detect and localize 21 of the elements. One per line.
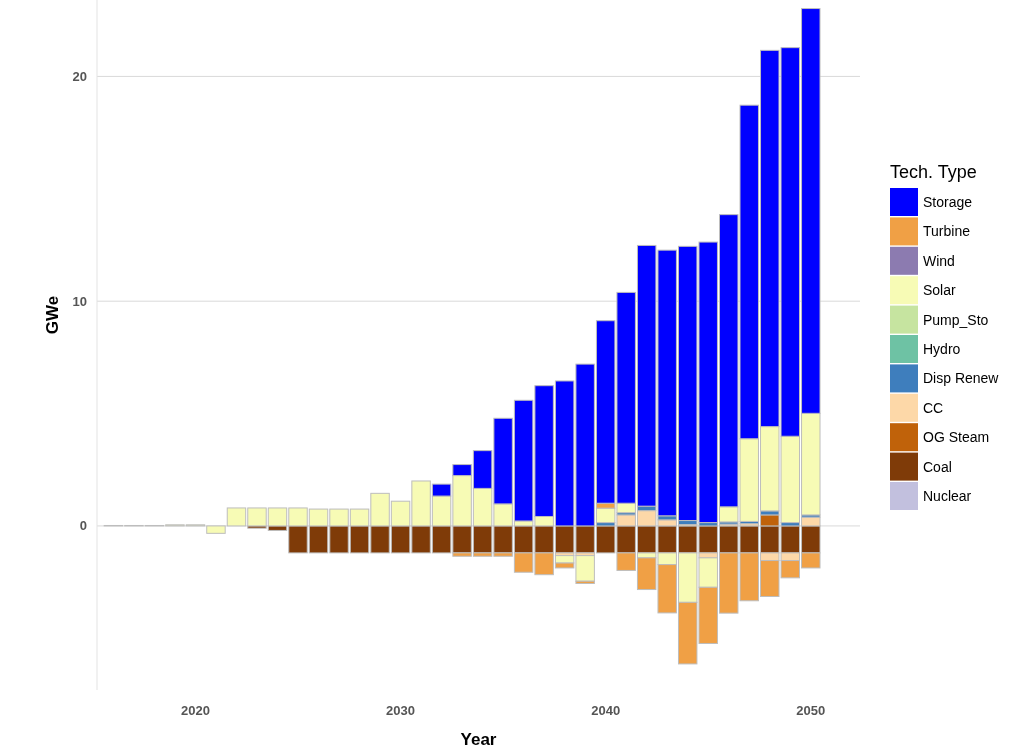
legend-label: Disp Renew xyxy=(923,370,1000,387)
legend-label: Nuclear xyxy=(923,487,972,504)
x-axis-title: Year xyxy=(460,730,497,749)
legend-label: Solar xyxy=(923,282,957,299)
y-axis-title: GWe xyxy=(43,295,62,335)
legend-label: OG Steam xyxy=(923,429,990,446)
x-tick-label: 2050 xyxy=(796,703,826,718)
x-tick-label: 2040 xyxy=(591,703,621,718)
x-tick-label: 2030 xyxy=(386,703,416,718)
x-tick-label: 2020 xyxy=(180,703,210,718)
legend-title: Tech. Type xyxy=(890,162,977,182)
y-tick-label: 0 xyxy=(79,518,87,534)
legend-label: Pump_Sto xyxy=(923,311,989,328)
y-tick-label: 10 xyxy=(72,293,87,309)
legend-label: Storage xyxy=(923,193,973,210)
y-tick-label: 20 xyxy=(72,68,87,84)
legend-label: Turbine xyxy=(923,223,971,240)
legend-label: Wind xyxy=(923,252,955,269)
legend-label: Coal xyxy=(923,458,952,475)
legend-label: Hydro xyxy=(923,340,961,357)
legend-label: CC xyxy=(923,399,944,416)
